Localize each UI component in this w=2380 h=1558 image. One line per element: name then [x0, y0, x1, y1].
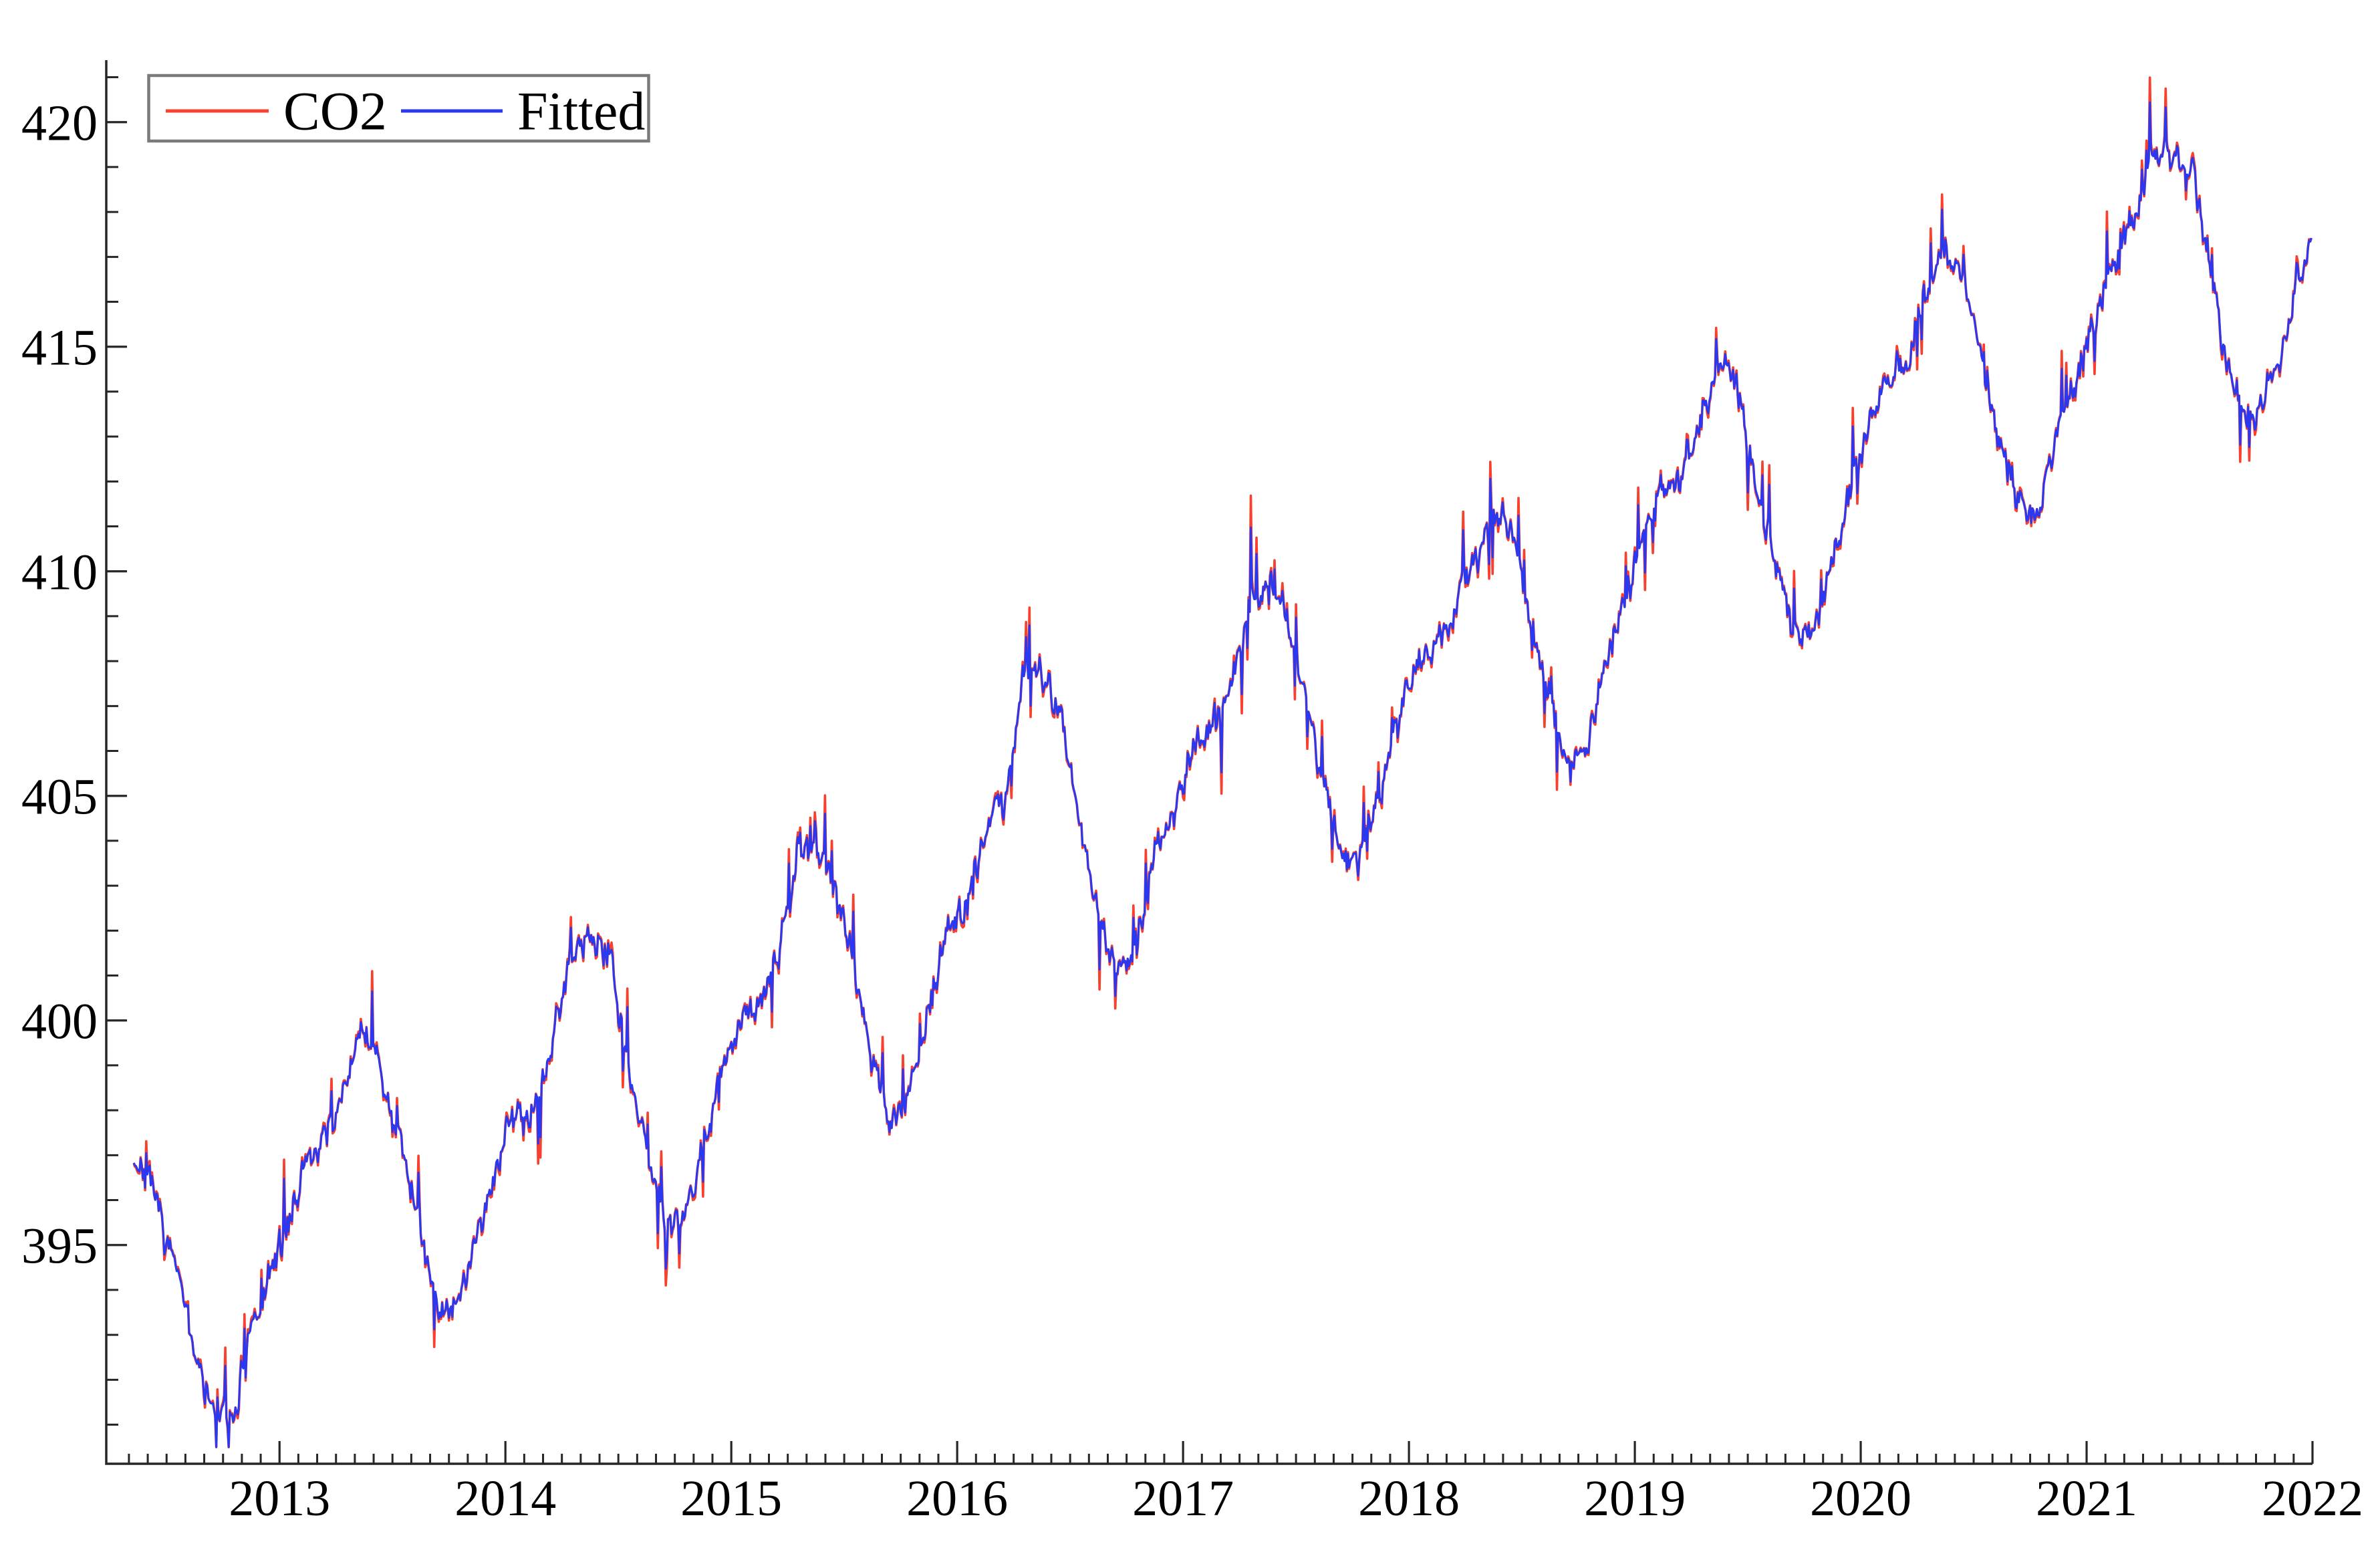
y-tick-label: 410 [21, 545, 98, 601]
legend: CO2 Fitted [147, 74, 650, 143]
legend-co2-label: CO2 [283, 81, 387, 142]
x-tick-label: 2018 [1358, 1470, 1460, 1527]
x-tick-label: 2015 [680, 1470, 782, 1527]
x-tick-label: 2020 [1810, 1470, 1911, 1527]
y-tick-label: 405 [21, 769, 98, 825]
fitted-series-line [132, 101, 2312, 1448]
axis-spines [105, 60, 2312, 1465]
x-tick-label: 2017 [1132, 1470, 1234, 1527]
series-group [132, 76, 2313, 1448]
y-tick-label: 395 [21, 1218, 98, 1275]
x-tick-label: 2013 [229, 1470, 330, 1527]
x-tick-label: 2014 [454, 1470, 556, 1527]
x-tick-label: 2019 [1584, 1470, 1686, 1527]
y-tick-label: 415 [21, 320, 98, 376]
x-tick-label: 2016 [906, 1470, 1008, 1527]
x-tick-label: 2022 [2262, 1470, 2363, 1527]
legend-fitted-label: Fitted [517, 81, 645, 142]
axes-group: 395 400 405 410 415 420 2013 2014 2015 2016 2017 20… [21, 60, 2363, 1527]
x-tick-label: 2021 [2036, 1470, 2137, 1527]
y-tick-label: 420 [21, 96, 98, 152]
legend-box [147, 74, 650, 143]
y-tick-label: 400 [21, 994, 98, 1050]
